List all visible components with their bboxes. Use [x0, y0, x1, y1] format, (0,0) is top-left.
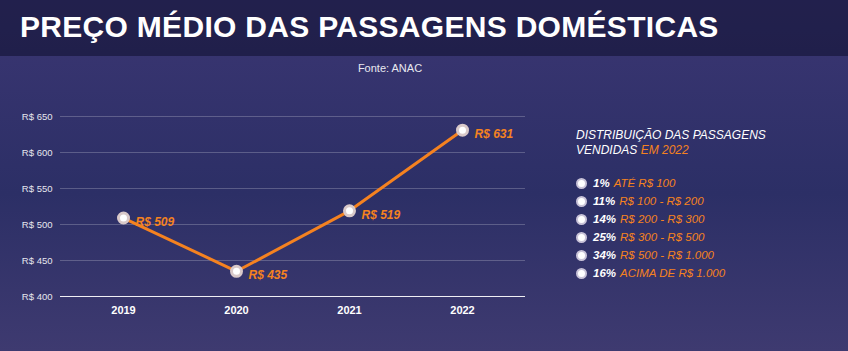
svg-text:R$ 509: R$ 509: [136, 215, 175, 229]
svg-text:R$ 400: R$ 400: [22, 291, 53, 302]
html-text:34% R$ 500 - R$ 1.000: 34% R$ 500 - R$ 1.000: [593, 249, 714, 261]
svg-text:2021: 2021: [337, 304, 361, 316]
html-text:1% ATÉ R$ 100: 1% ATÉ R$ 100: [593, 177, 676, 189]
svg-text:R$ 500: R$ 500: [22, 219, 53, 230]
svg-text:R$ 450: R$ 450: [22, 255, 53, 266]
html-text:Fonte: ANAC: Fonte: ANAC: [357, 62, 423, 74]
svg-text:R$ 650: R$ 650: [22, 111, 53, 122]
svg-text:2019: 2019: [111, 304, 135, 316]
svg-text:2022: 2022: [450, 304, 474, 316]
svg-text:R$ 631: R$ 631: [475, 127, 514, 141]
svg-text:R$ 519: R$ 519: [362, 208, 401, 222]
html-text:16% ACIMA DE R$ 1.000: 16% ACIMA DE R$ 1.000: [593, 267, 726, 279]
html-text:PREÇO MÉDIO DAS PASSAGENS DOMÉ: PREÇO MÉDIO DAS PASSAGENS DOMÉSTICAS: [20, 10, 719, 43]
html-text:DISTRIBUIÇÃO DAS PASSAGENS VEN: DISTRIBUIÇÃO DAS PASSAGENS VENDIDAS EM 2…: [576, 128, 766, 157]
svg-text:R$ 600: R$ 600: [22, 147, 53, 158]
svg-text:R$ 550: R$ 550: [22, 183, 53, 194]
html-text:14% R$ 200 - R$ 300: 14% R$ 200 - R$ 300: [593, 213, 705, 225]
svg-text:R$ 435: R$ 435: [249, 268, 288, 282]
html-text:25% R$ 300 - R$ 500: 25% R$ 300 - R$ 500: [593, 231, 705, 243]
svg-text:2020: 2020: [224, 304, 248, 316]
html-text:11% R$ 100 - R$ 200: 11% R$ 100 - R$ 200: [593, 195, 704, 207]
